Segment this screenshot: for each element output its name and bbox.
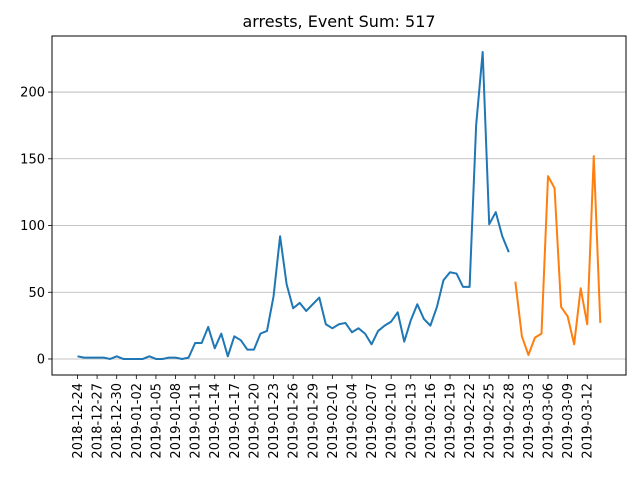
series-lines [77, 51, 602, 360]
x-tick-label: 2019-01-29 [306, 383, 321, 459]
plot-background [52, 36, 626, 375]
x-tick-label: 2019-03-12 [581, 383, 596, 459]
x-tick-label: 2019-01-20 [247, 383, 262, 459]
y-tick-label: 100 [20, 219, 45, 234]
x-tick-label: 2019-01-17 [228, 383, 243, 459]
series-line-2 [514, 155, 602, 356]
y-tick-label: 0 [37, 352, 45, 367]
x-tick-label: 2019-01-14 [208, 383, 223, 459]
x-tick-label: 2018-12-27 [91, 383, 106, 459]
x-tick-label: 2019-01-08 [169, 383, 184, 459]
y-tick-label: 200 [20, 86, 45, 101]
x-tick-label: 2019-02-16 [424, 383, 439, 459]
x-tick-label: 2019-02-19 [443, 383, 458, 459]
y-tick-label: 150 [20, 152, 45, 167]
x-tick-label: 2019-01-02 [130, 383, 145, 459]
x-tick-label: 2019-03-09 [561, 383, 576, 459]
y-gridlines [52, 91, 626, 360]
plot-frame [51, 35, 627, 376]
x-tick-label: 2019-02-10 [385, 383, 400, 459]
x-tick-label: 2019-01-05 [149, 383, 164, 459]
x-tick-label: 2019-02-07 [365, 383, 380, 459]
y-tick-label: 50 [28, 286, 45, 301]
x-tick-label: 2019-02-01 [326, 383, 341, 459]
x-tick-label: 2019-01-11 [189, 383, 204, 459]
x-tick-label: 2018-12-24 [71, 383, 86, 459]
x-tick-label: 2019-02-22 [463, 383, 478, 459]
chart-title: arrests, Event Sum: 517 [242, 12, 435, 31]
x-tick-label: 2019-03-06 [542, 383, 557, 459]
x-tick-label: 2019-02-13 [404, 383, 419, 459]
x-tick-label: 2019-01-23 [267, 383, 282, 459]
x-tick-label: 2018-12-30 [110, 383, 125, 459]
x-tick-label: 2019-03-03 [522, 383, 537, 459]
x-tick-label: 2019-01-26 [287, 383, 302, 459]
x-tick-label: 2019-02-25 [483, 383, 498, 459]
series-line-1 [77, 51, 510, 360]
x-tick-label: 2019-02-04 [345, 383, 360, 459]
x-axis-ticks: 2018-12-24 2018-12-27 2018-12-30 2019-01-02… [71, 375, 596, 459]
x-tick-label: 2019-02-28 [502, 383, 517, 459]
y-axis-ticks: 0 50 100 150 200 [20, 86, 52, 367]
